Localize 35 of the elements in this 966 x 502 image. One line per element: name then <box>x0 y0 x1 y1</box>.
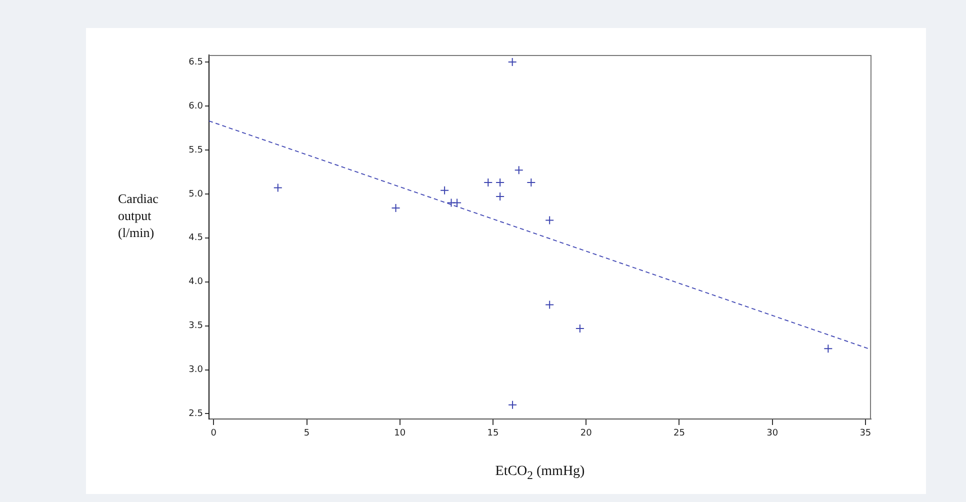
x-tick-label: 5 <box>304 428 310 439</box>
point <box>273 183 282 192</box>
point <box>508 58 517 67</box>
point <box>391 203 400 212</box>
y-tick-label: 2.5 <box>188 409 203 420</box>
x-tick-label: 15 <box>487 428 499 439</box>
y-tick-label: 5.5 <box>188 145 203 156</box>
point <box>526 178 536 187</box>
point <box>545 300 554 310</box>
y-tick-label: 6.0 <box>188 101 204 112</box>
x-axis-title: EtCO$_{2}$ (mmHg) <box>494 464 586 482</box>
point <box>514 166 524 175</box>
point <box>484 178 493 187</box>
point <box>508 400 518 410</box>
y-tick-label: 3.0 <box>188 365 204 376</box>
point <box>545 216 554 225</box>
y-tick-label: 4.0 <box>188 277 204 288</box>
x-tick-label: 10 <box>394 428 406 439</box>
x-tick-label: 25 <box>673 428 685 439</box>
x-tick-label: 30 <box>766 428 778 439</box>
point <box>452 198 462 208</box>
x-tick-label: 0 <box>210 428 217 439</box>
point <box>446 198 456 208</box>
point <box>496 192 505 202</box>
x-tick-label: 20 <box>580 428 592 439</box>
point <box>824 344 833 354</box>
y-axis-title: Cardiac output (l/min) <box>118 190 160 241</box>
point <box>440 186 450 195</box>
y-tick-label: 4.5 <box>188 233 203 244</box>
x-tick-label: 35 <box>860 428 872 439</box>
y-tick-label: 3.5 <box>188 321 203 332</box>
y-tick-label: 5.0 <box>188 189 204 200</box>
y-tick-label: 6.5 <box>188 57 203 68</box>
point <box>575 324 584 333</box>
point <box>496 178 505 187</box>
